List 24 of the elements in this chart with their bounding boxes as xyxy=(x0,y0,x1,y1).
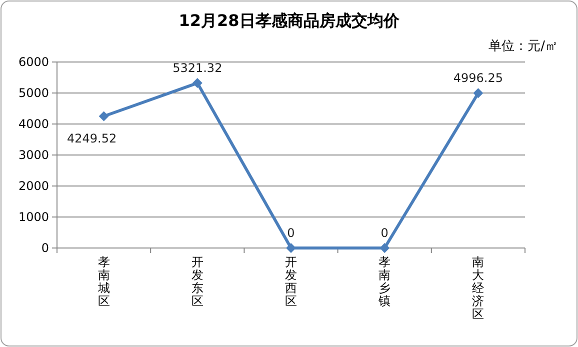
point xyxy=(286,243,296,253)
y-tick-label: 1000 xyxy=(18,210,49,224)
point xyxy=(380,243,390,253)
data-label: 4996.25 xyxy=(453,71,504,86)
data-label: 0 xyxy=(380,226,388,240)
y-tick-label: 4000 xyxy=(18,117,49,132)
data-label: 0 xyxy=(287,226,295,240)
x-tick-label: 孝南城区 xyxy=(96,255,110,308)
x-tick-label: 开发西区 xyxy=(285,255,297,308)
y-tick-label: 3000 xyxy=(18,148,49,162)
x-tick-label: 孝南乡镇 xyxy=(378,255,391,308)
data-label: 5321.32 xyxy=(172,61,222,76)
chart-title: 12月28日孝感商品房成交均价 xyxy=(178,11,400,30)
text: 单位：元/㎡ xyxy=(488,39,558,54)
x-tick-label: 开发东区 xyxy=(191,255,204,308)
point xyxy=(98,111,109,122)
data-label: 4249.52 xyxy=(66,131,117,146)
point xyxy=(473,88,484,98)
x-tick-label: 南大经济区 xyxy=(472,255,484,321)
point xyxy=(192,78,202,88)
y-tick-label: 6000 xyxy=(18,55,49,70)
y-tick-label: 5000 xyxy=(18,86,49,100)
y-tick-label: 2000 xyxy=(18,179,49,194)
y-tick-label: 0 xyxy=(41,241,49,256)
